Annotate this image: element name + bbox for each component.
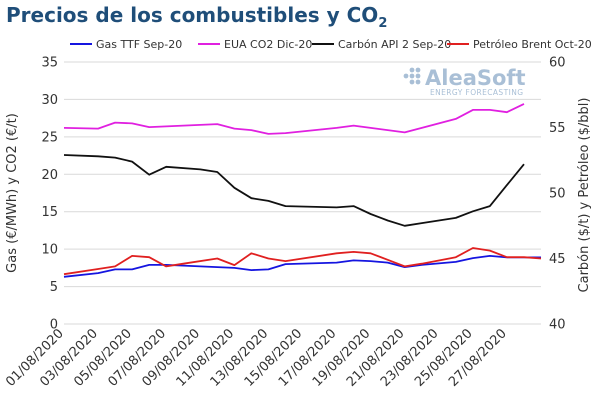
y-left-tick-label: 30 (41, 93, 58, 108)
series-lines (63, 103, 542, 278)
legend-item: EUA CO2 Dic-20 (198, 38, 312, 51)
legend-label: Gas TTF Sep-20 (96, 38, 182, 51)
series-line-3 (63, 247, 542, 276)
y-left-ticks: 0 5 10 15 20 25 30 35 (41, 56, 58, 333)
watermark-brand: AleaSoft (425, 66, 526, 90)
y-left-tick-label: 25 (41, 130, 58, 145)
y-left-tick-label: 20 (41, 168, 58, 183)
y-right-ticks: 40 45 50 55 60 (549, 56, 566, 333)
y-left-tick-label: 15 (41, 205, 58, 220)
chart-title-text: Precios de los combustibles y CO (6, 3, 379, 27)
y-left-tick-label: 35 (41, 56, 58, 71)
series-line-2 (63, 154, 525, 227)
y-left-tick-label: 10 (41, 243, 58, 258)
grid-lines (64, 61, 541, 325)
y-axis-left-title: Gas (€/MWh) y CO2 (€/t) (5, 113, 20, 273)
watermark: AleaSoft ENERGY FORECASTING (403, 66, 526, 97)
y-right-tick-label: 45 (549, 252, 566, 267)
x-ticks: 01/08/202003/08/202005/08/202007/08/2020… (3, 326, 510, 390)
legend-item: Gas TTF Sep-20 (70, 38, 182, 51)
chart-title-subscript: 2 (378, 16, 388, 31)
series-line-1 (63, 103, 525, 135)
watermark-tagline: ENERGY FORECASTING (430, 88, 523, 97)
series-line-0 (63, 254, 541, 278)
legend-label: EUA CO2 Dic-20 (224, 38, 312, 51)
legend-item: Petróleo Brent Oct-20 (447, 38, 592, 51)
chart-title: Precios de los combustibles y CO2 (6, 3, 387, 31)
legend: Gas TTF Sep-20 EUA CO2 Dic-20 Carbón API 2… (70, 38, 592, 51)
legend-label: Petróleo Brent Oct-20 (473, 38, 592, 51)
legend-item: Carbón API 2 Sep-20 (312, 38, 451, 51)
y-right-tick-label: 40 (549, 318, 566, 333)
y-left-tick-label: 5 (50, 280, 58, 295)
y-right-tick-label: 60 (549, 56, 566, 71)
aleasoft-logo-icon (403, 67, 421, 85)
y-right-tick-label: 50 (549, 187, 566, 202)
legend-label: Carbón API 2 Sep-20 (338, 38, 451, 51)
y-right-tick-label: 55 (549, 121, 566, 136)
y-axis-right-title: Carbón ($/t) y Petróleo ($/bbl) (577, 98, 592, 293)
y-left-tick-label: 0 (50, 318, 58, 333)
